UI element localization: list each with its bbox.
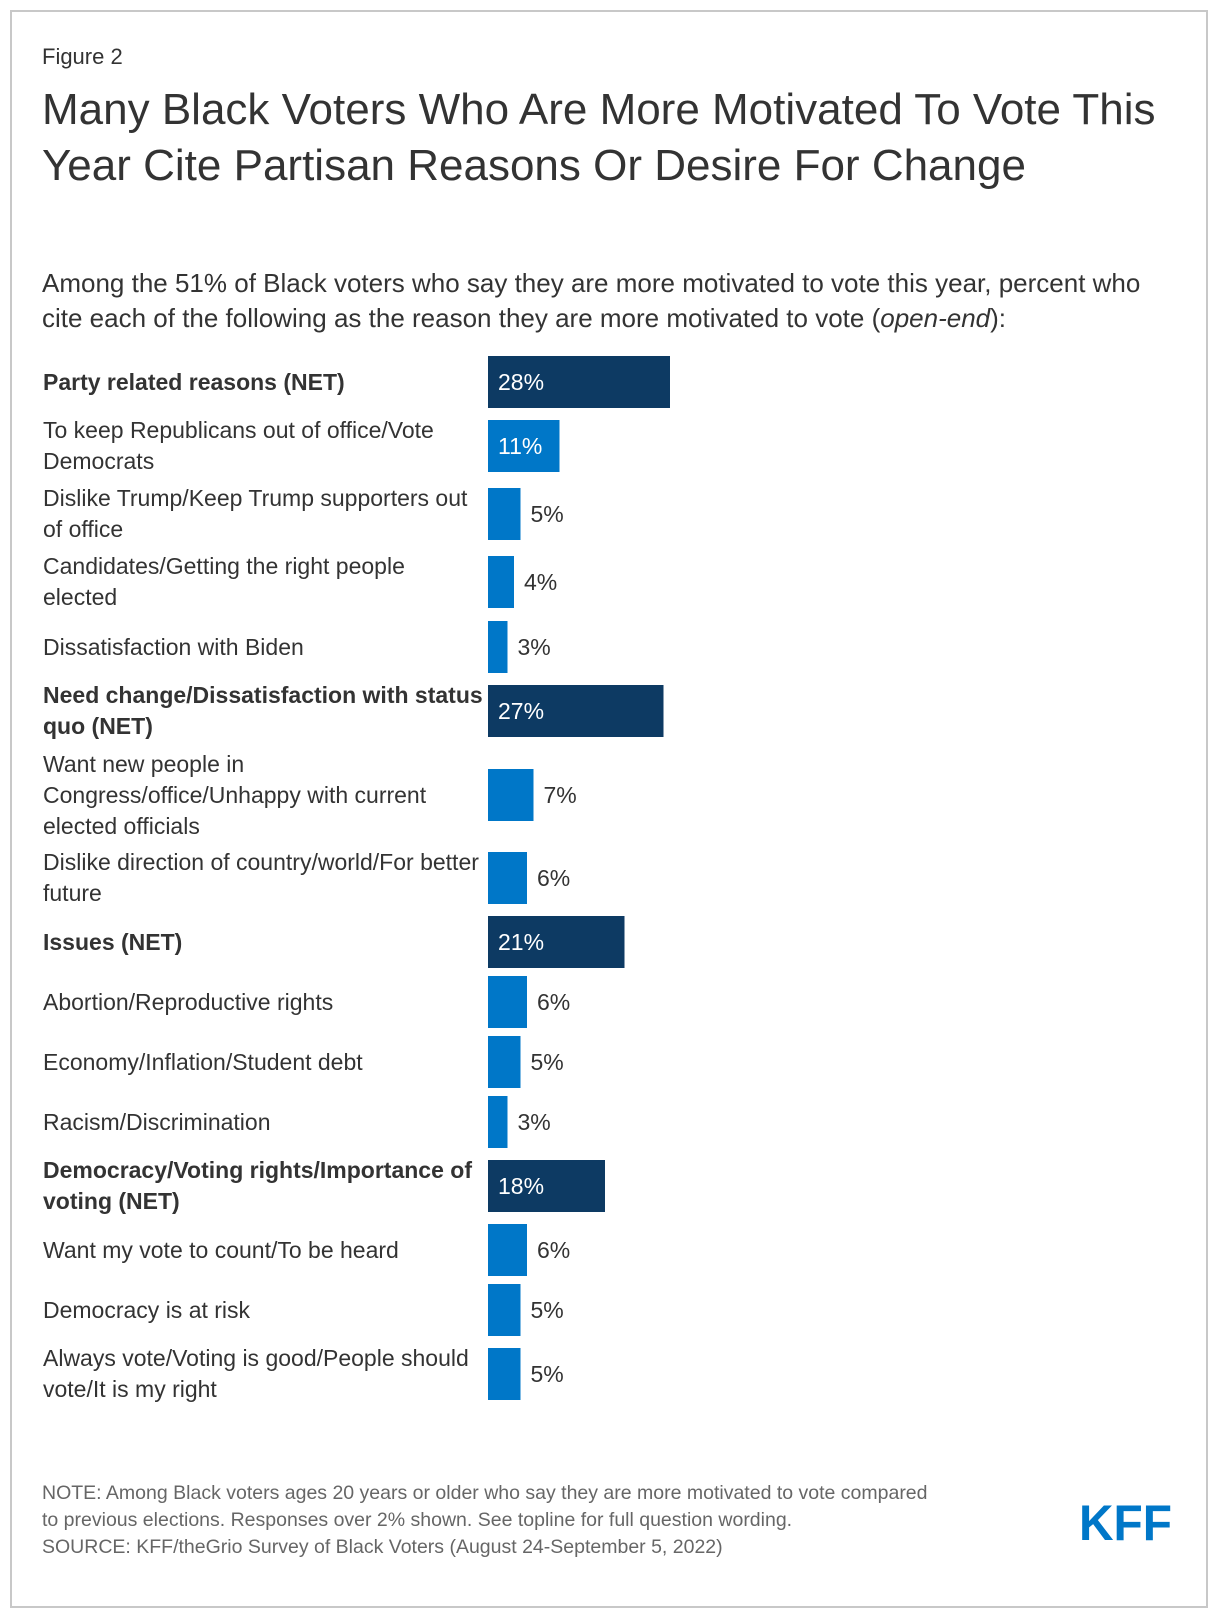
chart-title: Many Black Voters Who Are More Motivated… [42, 85, 1156, 190]
bar [488, 1036, 521, 1088]
value-label: 28% [498, 369, 544, 395]
value-label: 6% [537, 1237, 570, 1263]
bar [488, 621, 508, 673]
chart-footnote: NOTE: Among Black voters ages 20 years o… [42, 1480, 1042, 1561]
category-label: Always vote/Voting is good/People should… [43, 1345, 469, 1402]
value-label: 3% [518, 634, 551, 660]
value-label: 5% [531, 501, 564, 527]
chart-subtitle: Among the 51% of Black voters who say th… [42, 266, 1182, 336]
bar [488, 1284, 521, 1336]
value-label: 5% [531, 1361, 564, 1387]
category-label: Democracy is at risk [43, 1296, 251, 1323]
net-category-label: Party related reasons (NET) [43, 368, 345, 395]
value-label: 3% [518, 1109, 551, 1135]
category-label: Dislike direction of country/world/For b… [43, 849, 479, 906]
bar [488, 769, 534, 821]
bar [488, 1348, 521, 1400]
value-label: 6% [537, 989, 570, 1015]
value-label: 5% [531, 1049, 564, 1075]
subtitle-end: ): [990, 303, 1007, 333]
net-bar [488, 356, 670, 408]
subtitle-text: Among the 51% of Black voters who say th… [42, 268, 1141, 333]
category-label: Want new people in Congress/office/Unhap… [43, 750, 427, 839]
value-label: 4% [524, 569, 557, 595]
net-category-label: Democracy/Voting rights/Importance of vo… [43, 1157, 472, 1214]
source-line: SOURCE: KFF/theGrio Survey of Black Vote… [42, 1536, 723, 1558]
value-label: 21% [498, 929, 544, 955]
bar [488, 420, 560, 472]
category-label: Dissatisfaction with Biden [43, 633, 304, 660]
value-label: 6% [537, 865, 570, 891]
value-label: 27% [498, 698, 544, 724]
value-label: 5% [531, 1297, 564, 1323]
bar [488, 556, 514, 608]
bar [488, 1224, 527, 1276]
bar [488, 1096, 508, 1148]
kff-logo-text: KFF [1079, 1496, 1172, 1546]
category-label: Want my vote to count/To be heard [43, 1236, 399, 1263]
subtitle-italic: open-end [880, 303, 991, 333]
value-label: 18% [498, 1173, 544, 1199]
category-label: Candidates/Getting the right people elec… [43, 553, 405, 610]
net-bar [488, 685, 664, 737]
net-category-label: Need change/Dissatisfaction with status … [43, 682, 483, 739]
net-bar [488, 916, 625, 968]
value-label: 7% [544, 782, 577, 808]
note-line-2: to previous elections. Responses over 2%… [42, 1509, 793, 1531]
bar [488, 852, 527, 904]
note-line-1: NOTE: Among Black voters ages 20 years o… [42, 1482, 928, 1504]
category-label: Economy/Inflation/Student debt [43, 1048, 363, 1075]
category-label: Racism/Discrimination [43, 1108, 271, 1135]
kff-logo: KFF [1079, 1496, 1172, 1546]
value-label: 11% [498, 433, 542, 459]
category-label: Abortion/Reproductive rights [43, 988, 334, 1015]
figure-frame [10, 10, 1208, 1608]
figure-label: Figure 2 [42, 44, 123, 69]
bar [488, 488, 521, 540]
category-label: To keep Republicans out of office/Vote D… [43, 417, 434, 474]
net-bar [488, 1160, 605, 1212]
category-label: Dislike Trump/Keep Trump supporters out … [43, 485, 468, 542]
bar [488, 976, 527, 1028]
net-category-label: Issues (NET) [43, 928, 183, 955]
